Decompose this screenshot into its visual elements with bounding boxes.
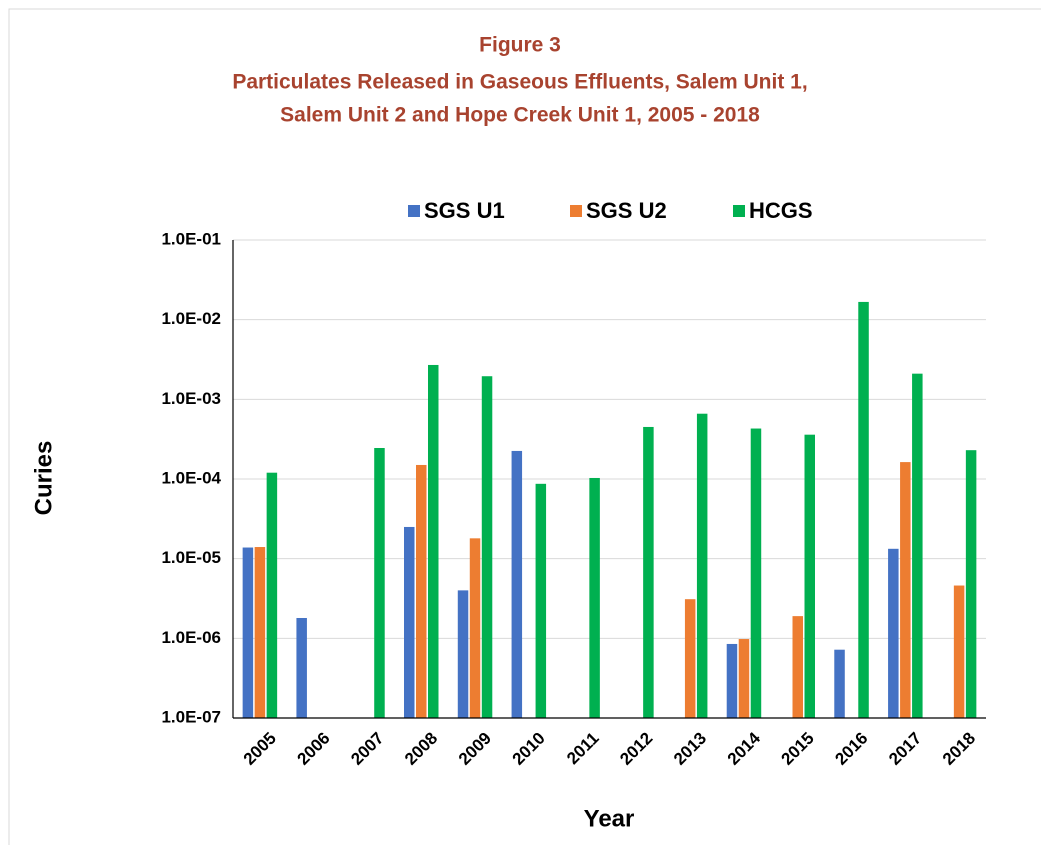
bar [535,483,547,718]
x-axis-label: Year [584,805,635,832]
x-tick-label: 2007 [347,729,387,769]
y-tick-label: 1.0E-03 [161,389,221,408]
bar [254,547,266,718]
bar [965,450,977,718]
bar [511,450,523,718]
x-tick-label: 2011 [563,729,603,769]
x-tick-label: 2008 [401,729,441,769]
legend-label: SGS U2 [586,198,667,223]
legend-swatch [570,205,582,217]
bar [242,547,254,718]
x-tick-label: 2015 [778,729,818,769]
chart-title: Figure 3 [479,34,561,57]
bar [481,376,493,718]
y-tick-label: 1.0E-06 [161,628,221,647]
chart-frame [8,8,1041,845]
y-tick-label: 1.0E-01 [161,229,221,248]
bar [804,434,815,718]
bar [834,649,845,718]
bar [416,464,427,718]
chart-subtitle: Particulates Released in Gaseous Effluen… [232,71,807,94]
bar [296,617,307,718]
bar [912,373,923,718]
x-tick-label: 2017 [885,729,925,769]
legend-swatch [733,205,745,217]
bar [696,413,708,718]
bar [750,428,762,718]
x-tick-label: 2018 [939,729,979,769]
y-tick-label: 1.0E-02 [161,309,221,328]
x-tick-label: 2006 [293,729,333,769]
bar [404,526,415,718]
bar [792,616,803,718]
x-tick-label: 2014 [724,728,765,769]
bar [469,538,481,718]
bar [900,462,911,718]
x-tick-label: 2009 [455,729,495,769]
bar [726,643,738,718]
y-tick-label: 1.0E-07 [161,707,221,726]
bar [266,472,278,718]
bar [643,426,654,718]
bar [858,301,869,718]
bar [589,477,600,718]
x-tick-label: 2005 [240,729,280,769]
y-tick-label: 1.0E-05 [161,548,221,567]
bar [374,447,385,718]
bar [738,639,750,718]
legend-swatch [408,205,420,217]
chart-subtitle: Salem Unit 2 and Hope Creek Unit 1, 2005… [280,104,760,127]
bar [684,599,696,718]
y-axis-label: Curies [30,441,57,516]
x-tick-label: 2010 [509,729,549,769]
bar [953,585,965,718]
x-tick-label: 2012 [616,729,656,769]
y-tick-label: 1.0E-04 [161,468,221,487]
bar [457,590,469,718]
x-tick-label: 2013 [670,729,710,769]
bar [888,548,899,718]
legend-label: SGS U1 [424,198,505,223]
bar [428,364,439,718]
legend-label: HCGS [749,198,813,223]
x-tick-label: 2016 [831,729,871,769]
